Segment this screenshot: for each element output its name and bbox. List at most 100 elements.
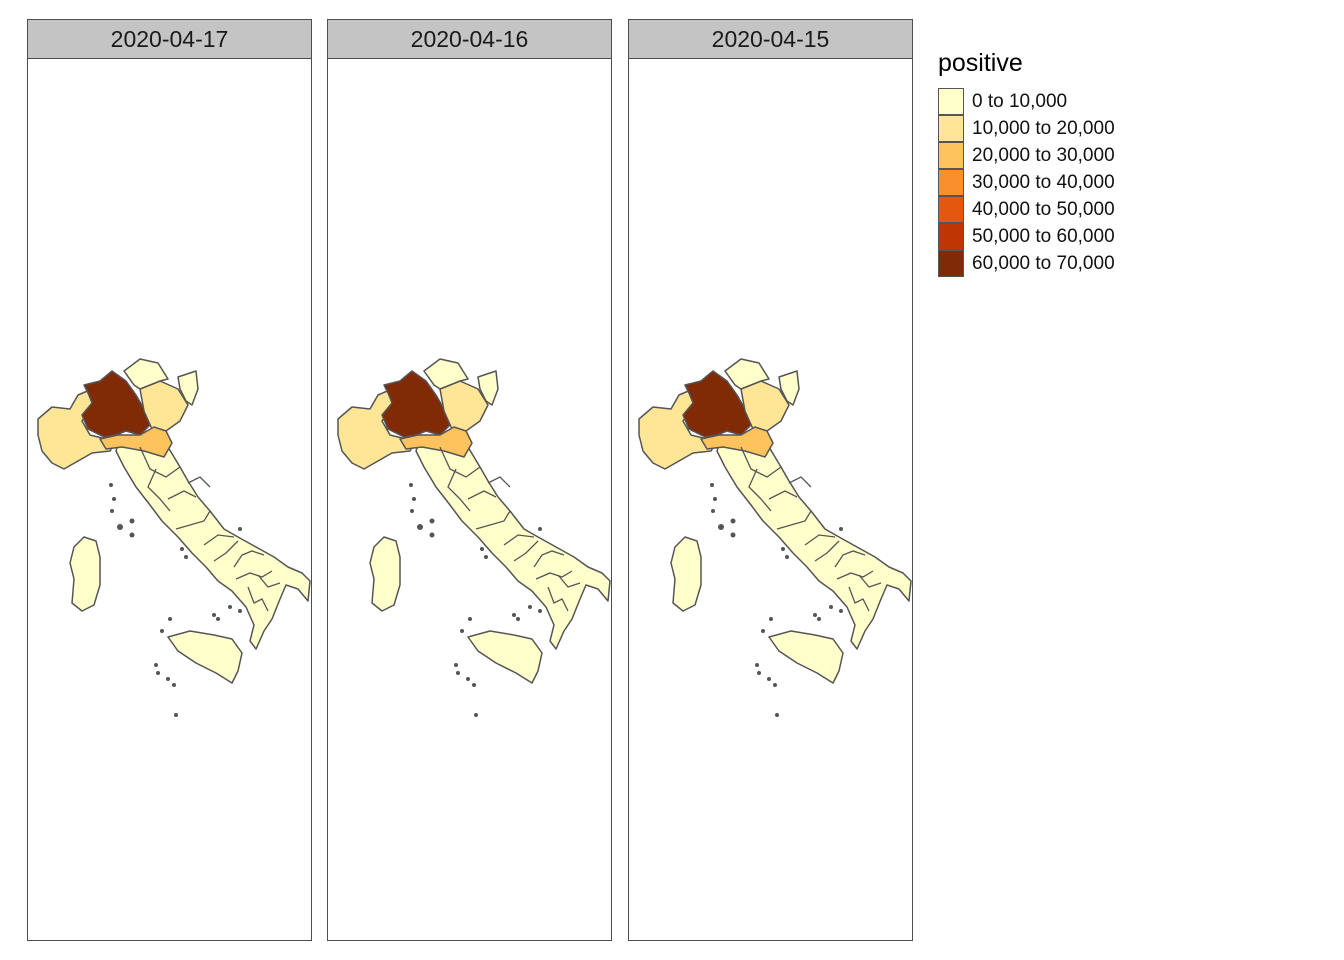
islet-11 bbox=[813, 613, 817, 617]
region-boundary-0 bbox=[439, 446, 481, 478]
islet-7 bbox=[781, 547, 785, 551]
italy-choropleth-1 bbox=[37, 358, 311, 717]
legend-label-6: 60,000 to 70,000 bbox=[972, 252, 1115, 274]
legend-item-5: 50,000 to 60,000 bbox=[938, 223, 1115, 250]
islet-12 bbox=[516, 617, 520, 621]
region-boundary-7 bbox=[235, 570, 273, 580]
islet-6 bbox=[238, 527, 242, 531]
islet-15 bbox=[755, 663, 759, 667]
region-emilia bbox=[700, 426, 774, 458]
italy-choropleth-2 bbox=[337, 358, 611, 717]
island-sicilia bbox=[768, 630, 844, 684]
map-shapes bbox=[337, 358, 611, 717]
islet-11 bbox=[212, 613, 216, 617]
region-boundary-8 bbox=[547, 586, 569, 612]
region-trentino bbox=[724, 358, 770, 390]
region-boundary-10 bbox=[187, 476, 211, 488]
islet-5 bbox=[429, 532, 435, 538]
islet-12 bbox=[817, 617, 821, 621]
region-boundary-5 bbox=[814, 540, 840, 562]
map-frame-3[interactable] bbox=[628, 58, 913, 941]
legend-item-1: 10,000 to 20,000 bbox=[938, 115, 1115, 142]
islet-18 bbox=[172, 683, 176, 687]
region-boundary-1 bbox=[748, 468, 772, 512]
map-shapes bbox=[37, 358, 311, 717]
map-frame-2[interactable] bbox=[327, 58, 612, 941]
region-boundary-3 bbox=[475, 510, 511, 530]
islet-5 bbox=[730, 532, 736, 538]
region-boundary-4 bbox=[203, 534, 235, 546]
region-boundary-6 bbox=[233, 550, 265, 568]
region-boundary-5 bbox=[213, 540, 239, 562]
region-friuli bbox=[778, 370, 800, 406]
region-boundary-4 bbox=[503, 534, 535, 546]
region-boundary-4 bbox=[804, 534, 836, 546]
facet-strip-2: 2020-04-16 bbox=[327, 19, 612, 59]
region-boundary-1 bbox=[447, 468, 471, 512]
legend-label-5: 50,000 to 60,000 bbox=[972, 225, 1115, 247]
legend-item-2: 20,000 to 30,000 bbox=[938, 142, 1115, 169]
region-boundary-5 bbox=[513, 540, 539, 562]
map-frame-1[interactable] bbox=[27, 58, 312, 941]
region-lombardia bbox=[81, 370, 151, 438]
region-boundary-3 bbox=[776, 510, 812, 530]
facet-strip-3: 2020-04-15 bbox=[628, 19, 913, 59]
italy-choropleth-3 bbox=[638, 358, 912, 717]
islet-14 bbox=[761, 629, 765, 633]
legend-swatch-5 bbox=[938, 223, 964, 250]
island-sardegna bbox=[69, 536, 101, 612]
islet-12 bbox=[216, 617, 220, 621]
islet-7 bbox=[180, 547, 184, 551]
islet-10 bbox=[839, 609, 843, 613]
islet-16 bbox=[757, 671, 761, 675]
legend-title: positive bbox=[938, 49, 1023, 77]
islet-1 bbox=[412, 497, 416, 501]
region-boundary-9 bbox=[858, 574, 882, 588]
islet-8 bbox=[184, 555, 188, 559]
islet-3 bbox=[129, 518, 135, 524]
region-boundary-0 bbox=[740, 446, 782, 478]
facet-panel-3: 2020-04-15 bbox=[628, 19, 913, 941]
region-trentino bbox=[123, 358, 169, 390]
islet-8 bbox=[785, 555, 789, 559]
islet-4 bbox=[718, 524, 724, 530]
region-boundary-6 bbox=[533, 550, 565, 568]
legend-label-2: 20,000 to 30,000 bbox=[972, 144, 1115, 166]
legend-label-3: 30,000 to 40,000 bbox=[972, 171, 1115, 193]
region-friuli bbox=[477, 370, 499, 406]
islet-9 bbox=[528, 605, 532, 609]
islet-3 bbox=[429, 518, 435, 524]
region-boundary-7 bbox=[535, 570, 573, 580]
islet-0 bbox=[710, 483, 714, 487]
region-boundary-9 bbox=[257, 574, 281, 588]
facet-strip-1: 2020-04-17 bbox=[27, 19, 312, 59]
legend: positive 0 to 10,000 10,000 to 20,000 20… bbox=[938, 48, 1115, 277]
islet-8 bbox=[484, 555, 488, 559]
map-shapes bbox=[638, 358, 912, 717]
island-sardegna bbox=[369, 536, 401, 612]
islet-13 bbox=[468, 617, 472, 621]
islet-2 bbox=[110, 509, 114, 513]
facet-panel-1: 2020-04-17 bbox=[27, 19, 312, 941]
legend-label-4: 40,000 to 50,000 bbox=[972, 198, 1115, 220]
islet-19 bbox=[474, 713, 478, 717]
mainland-rest bbox=[115, 434, 311, 650]
islet-17 bbox=[466, 677, 470, 681]
islet-7 bbox=[480, 547, 484, 551]
islet-2 bbox=[711, 509, 715, 513]
islet-15 bbox=[154, 663, 158, 667]
legend-label-1: 10,000 to 20,000 bbox=[972, 117, 1115, 139]
islet-18 bbox=[472, 683, 476, 687]
islet-17 bbox=[166, 677, 170, 681]
islet-16 bbox=[156, 671, 160, 675]
islet-6 bbox=[839, 527, 843, 531]
region-boundary-8 bbox=[848, 586, 870, 612]
islet-5 bbox=[129, 532, 135, 538]
region-boundary-1 bbox=[147, 468, 171, 512]
region-boundary-2 bbox=[768, 490, 798, 500]
mainland-rest bbox=[716, 434, 912, 650]
facet-panel-2: 2020-04-16 bbox=[327, 19, 612, 941]
island-sicilia bbox=[467, 630, 543, 684]
islet-0 bbox=[109, 483, 113, 487]
legend-swatch-4 bbox=[938, 196, 964, 223]
